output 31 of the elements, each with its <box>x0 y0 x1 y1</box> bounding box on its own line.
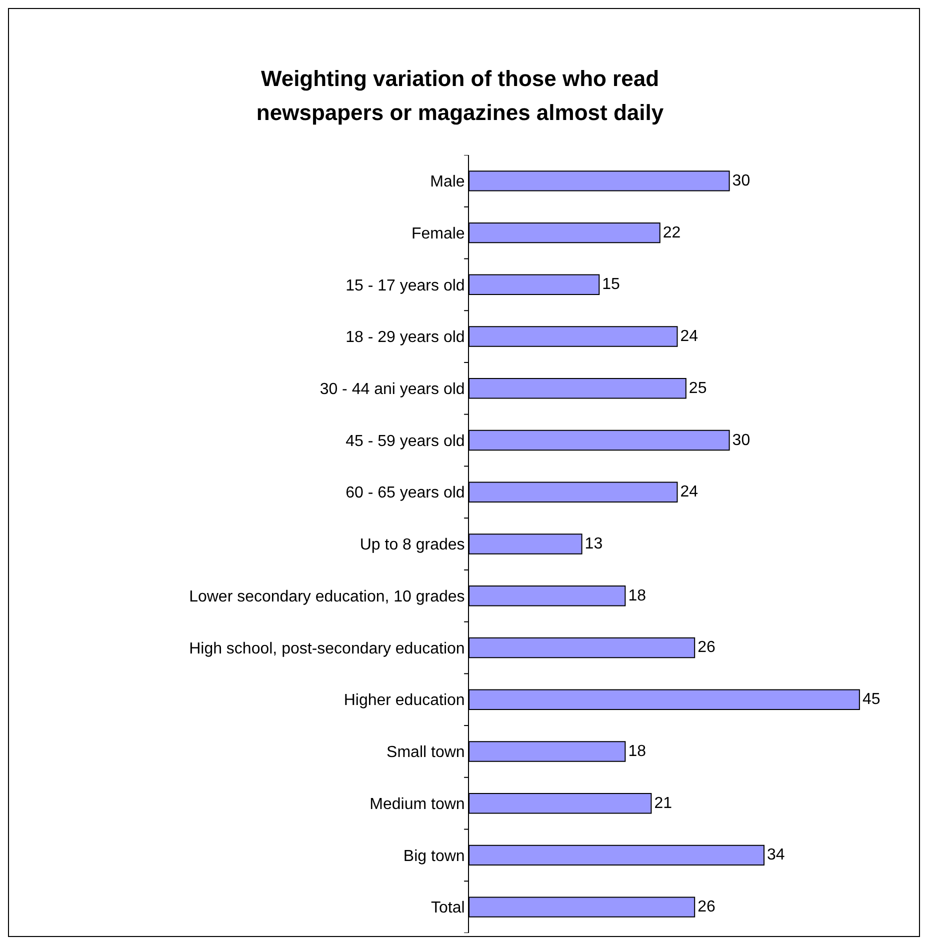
y-tick-label: 45 - 59 years old <box>346 432 465 450</box>
y-tick-label: Up to 8 grades <box>360 536 465 554</box>
data-label: 24 <box>680 328 698 346</box>
y-tick-label: 18 - 29 years old <box>346 329 465 346</box>
data-label: 21 <box>654 794 672 812</box>
y-tick-label: 15 - 17 years old <box>346 277 465 294</box>
data-label: 25 <box>688 380 707 397</box>
y-tick-label: 30 - 44 ani years old <box>320 381 465 398</box>
y-tick-label: Male <box>430 174 465 191</box>
data-label: 45 <box>862 691 880 708</box>
data-label: 18 <box>628 587 646 604</box>
y-tick-label: Medium town <box>370 796 465 813</box>
data-label: 24 <box>680 484 698 501</box>
data-label: 30 <box>732 172 750 190</box>
chart-title: Weighting variation of those who read newspapers or magazines almost daily <box>255 65 665 127</box>
data-label: 26 <box>698 898 716 916</box>
y-tick-label: High school, post-secondary education <box>189 640 465 658</box>
data-label: 22 <box>662 224 681 242</box>
y-tick-label: Total <box>431 900 465 917</box>
y-tick-label: 60 - 65 years old <box>346 484 465 502</box>
data-label: 30 <box>732 432 750 449</box>
y-tick-label: Higher education <box>344 692 465 710</box>
data-label: 15 <box>602 276 620 294</box>
data-label: 26 <box>698 639 716 656</box>
y-tick-label: Big town <box>403 848 465 865</box>
data-label: 18 <box>628 742 646 760</box>
data-label: 34 <box>767 846 785 864</box>
y-tick-label: Small town <box>386 744 465 762</box>
data-label: 13 <box>584 536 603 552</box>
y-tick-label: Lower secondary education, 10 grades <box>189 588 465 606</box>
y-tick-label: Female <box>411 225 465 242</box>
